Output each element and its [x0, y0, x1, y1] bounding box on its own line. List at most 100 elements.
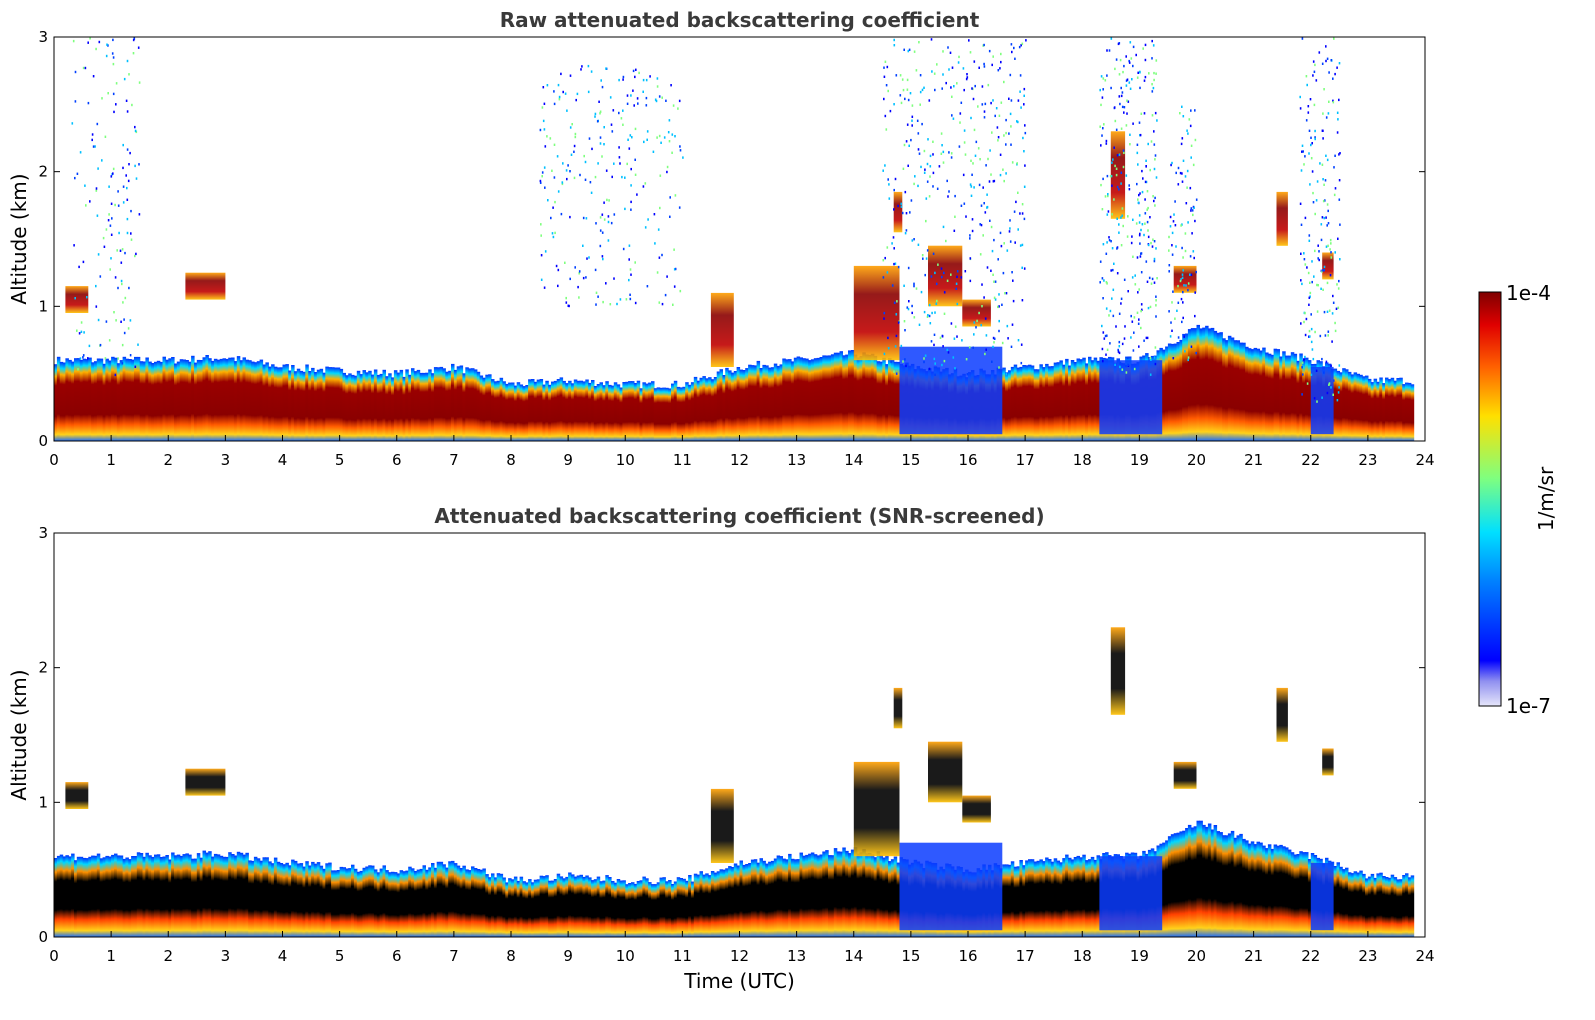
- noise-speckle: [950, 322, 953, 325]
- noise-speckle: [936, 299, 938, 303]
- bl-column: [548, 384, 552, 441]
- noise-speckle: [622, 109, 624, 112]
- noise-speckle: [903, 284, 905, 287]
- noise-speckle: [983, 62, 985, 66]
- noise-speckle: [1120, 297, 1123, 300]
- bl-column: [456, 366, 461, 441]
- noise-speckle: [546, 84, 549, 87]
- noise-speckle: [582, 276, 585, 280]
- noise-speckle: [1153, 199, 1155, 203]
- bl-column: [1305, 357, 1309, 441]
- bl-column: [1028, 364, 1032, 441]
- noise-speckle: [1337, 237, 1339, 240]
- bl-column: [608, 384, 612, 441]
- panel-raw-x-axis: 0 1 2 3 4 5 6 7 8 9 10 11 12 13 14 15 16 17 18 19 20 21 22 23 24: [49, 435, 1435, 469]
- noise-speckle: [917, 148, 920, 151]
- noise-speckle: [993, 337, 996, 340]
- noise-speckle: [1019, 90, 1021, 93]
- noise-speckle: [1145, 260, 1148, 263]
- bl-column: [222, 856, 226, 937]
- bl-column: [171, 357, 175, 441]
- noise-speckle: [1192, 163, 1195, 167]
- noise-speckle: [1147, 142, 1149, 146]
- noise-speckle: [1326, 224, 1328, 227]
- bl-column: [459, 365, 464, 441]
- noise-speckle: [1143, 112, 1146, 115]
- noise-speckle: [1021, 243, 1024, 247]
- bl-column: [291, 859, 295, 937]
- bl-column: [708, 875, 712, 937]
- noise-speckle: [543, 286, 546, 289]
- noise-speckle: [929, 154, 932, 158]
- bl-column: [870, 353, 875, 441]
- bl-column: [1093, 357, 1098, 441]
- noise-speckle: [1123, 111, 1125, 114]
- noise-speckle: [914, 175, 916, 178]
- noise-speckle: [999, 173, 1002, 177]
- bl-column: [348, 373, 352, 441]
- x-tick-label: 10: [616, 947, 635, 965]
- noise-speckle: [594, 175, 597, 179]
- noise-speckle: [625, 298, 628, 301]
- noise-speckle: [1153, 78, 1155, 82]
- noise-speckle: [1310, 373, 1313, 376]
- noise-speckle: [1154, 111, 1157, 115]
- noise-speckle: [991, 63, 993, 67]
- noise-speckle: [1138, 318, 1140, 321]
- bl-column: [391, 871, 395, 937]
- noise-speckle: [1194, 138, 1197, 142]
- bl-column: [239, 360, 244, 441]
- noise-speckle: [588, 256, 590, 259]
- noise-speckle: [910, 199, 913, 202]
- noise-speckle: [984, 102, 987, 106]
- y-tick-label: 2: [38, 659, 48, 677]
- noise-speckle: [1112, 158, 1114, 161]
- noise-speckle: [1312, 191, 1314, 195]
- noise-speckle: [546, 135, 548, 138]
- noise-speckle: [609, 303, 612, 306]
- noise-speckle: [1323, 183, 1325, 186]
- bl-column: [785, 859, 789, 937]
- x-tick-label: 18: [1073, 947, 1092, 965]
- noise-speckle: [630, 167, 632, 171]
- noise-speckle: [118, 231, 120, 235]
- bl-column: [642, 876, 646, 937]
- noise-speckle: [901, 78, 904, 81]
- noise-speckle: [1002, 168, 1004, 171]
- noise-speckle: [1189, 255, 1192, 258]
- bl-column: [1059, 862, 1063, 937]
- noise-speckle: [940, 132, 943, 135]
- noise-speckle: [1193, 206, 1195, 209]
- bl-column: [648, 382, 652, 441]
- noise-speckle: [1117, 42, 1120, 46]
- noise-speckle: [1333, 166, 1335, 169]
- noise-speckle: [1145, 180, 1148, 184]
- noise-speckle: [980, 324, 982, 327]
- bl-column: [745, 368, 749, 441]
- noise-speckle: [1154, 204, 1156, 207]
- noise-speckle: [923, 310, 926, 314]
- bl-column: [356, 871, 361, 937]
- bl-column: [1225, 835, 1229, 937]
- bl-column: [1030, 859, 1035, 937]
- noise-speckle: [965, 215, 967, 218]
- bl-column: [631, 381, 635, 441]
- noise-speckle: [116, 249, 118, 252]
- noise-speckle: [88, 344, 91, 348]
- noise-speckle: [74, 100, 77, 103]
- noise-speckle: [1024, 164, 1026, 167]
- noise-speckle: [1101, 96, 1104, 99]
- noise-speckle: [1187, 132, 1189, 135]
- noise-speckle: [1130, 336, 1132, 339]
- noise-speckle: [906, 78, 909, 82]
- noise-speckle: [1115, 128, 1118, 131]
- cloud-layer: [710, 292, 734, 367]
- noise-speckle: [630, 273, 632, 276]
- noise-speckle: [107, 92, 109, 95]
- noise-speckle: [1336, 66, 1338, 69]
- noise-speckle: [911, 124, 913, 127]
- bl-column: [174, 855, 178, 937]
- bl-column: [111, 356, 115, 441]
- bl-column: [365, 372, 369, 441]
- bl-column: [1179, 831, 1183, 937]
